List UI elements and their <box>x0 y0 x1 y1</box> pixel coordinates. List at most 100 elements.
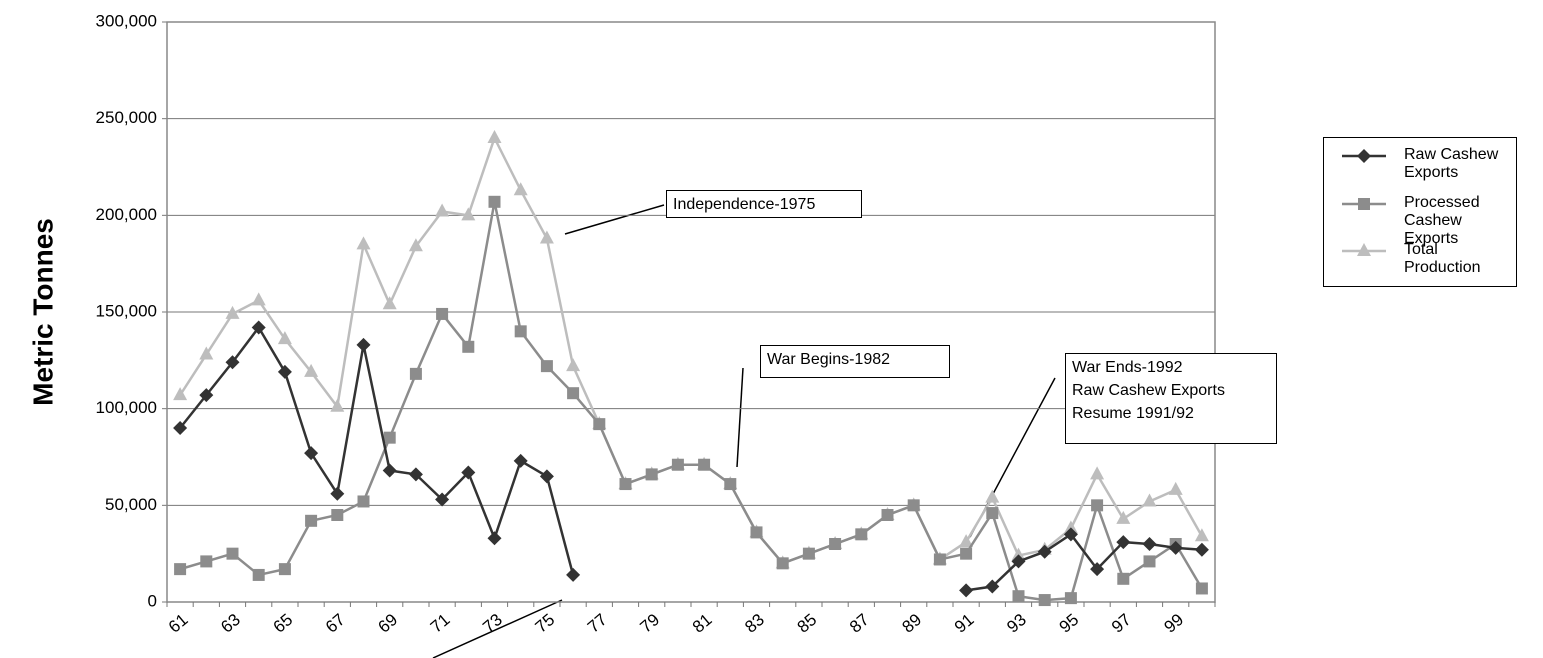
y-tick-label: 0 <box>148 591 157 610</box>
data-point <box>174 563 187 576</box>
x-tick-label: 63 <box>217 610 244 637</box>
data-point <box>1194 528 1209 542</box>
legend-entry: Processed Cashew Exports <box>1324 194 1504 248</box>
annotation: War Ends-1992 Raw Cashew Exports Resume … <box>1065 353 1277 444</box>
data-point <box>331 509 344 521</box>
annotation-text: Resume 1991/92 <box>1072 405 1194 422</box>
data-point <box>199 346 214 360</box>
legend-label: Raw Cashew Exports <box>1404 146 1499 181</box>
data-point <box>305 514 318 527</box>
data-point <box>566 358 581 372</box>
data-point <box>1195 582 1208 595</box>
leader-line <box>736 367 744 468</box>
data-point <box>487 130 502 143</box>
data-point <box>330 398 345 412</box>
data-point <box>462 340 475 353</box>
data-point <box>855 528 868 541</box>
x-tick-label: 73 <box>479 610 506 637</box>
data-point <box>539 469 554 484</box>
data-point <box>1194 542 1209 557</box>
legend-swatch <box>1342 149 1386 163</box>
data-point <box>461 465 476 480</box>
data-point <box>986 507 999 520</box>
annotation-text: War Begins-1982 <box>767 351 891 368</box>
annotation: Independence-1975 <box>666 190 862 218</box>
data-point <box>435 203 450 217</box>
y-tick-label: 100,000 <box>96 398 157 417</box>
leader-line <box>564 204 665 235</box>
data-point <box>277 331 292 345</box>
legend-swatch <box>1342 243 1386 256</box>
y-axis-label: Metric Tonnes <box>27 218 58 406</box>
x-tick-label: 97 <box>1108 610 1135 637</box>
data-point <box>959 583 974 598</box>
data-point <box>1090 466 1105 480</box>
legend-marker <box>1358 198 1370 210</box>
x-tick-label: 61 <box>165 610 192 637</box>
data-point <box>776 557 789 570</box>
legend-swatch <box>1342 198 1386 210</box>
data-point <box>567 387 580 400</box>
data-point <box>356 236 371 250</box>
legend-marker <box>1357 243 1371 256</box>
legend-entry: Raw Cashew Exports <box>1324 146 1504 182</box>
data-point <box>1142 493 1157 507</box>
data-point <box>382 463 397 478</box>
data-point <box>487 531 502 546</box>
y-tick-label: 50,000 <box>105 495 157 514</box>
data-point <box>1168 540 1183 555</box>
data-point <box>539 230 554 244</box>
data-point <box>251 292 266 306</box>
data-point <box>1090 562 1105 577</box>
x-tick-label: 85 <box>794 610 821 637</box>
x-tick-label: 99 <box>1160 610 1187 637</box>
x-tick-label: 79 <box>636 610 663 637</box>
series-line <box>179 201 1203 602</box>
y-tick-label: 150,000 <box>96 301 157 320</box>
data-point <box>1011 554 1026 569</box>
data-point <box>199 388 214 403</box>
data-point <box>304 446 319 461</box>
x-tick-label: 71 <box>427 610 454 637</box>
data-point <box>750 526 763 539</box>
data-point <box>435 492 450 507</box>
data-point <box>1117 572 1130 585</box>
data-point <box>488 195 501 208</box>
data-point <box>985 579 1000 594</box>
x-tick-label: 95 <box>1056 610 1083 637</box>
data-point <box>513 182 528 196</box>
legend-marker <box>1357 149 1371 163</box>
annotation-text: Raw Cashew Exports <box>1072 382 1225 399</box>
data-point <box>226 547 239 560</box>
data-point <box>907 499 920 512</box>
data-point <box>1038 594 1051 607</box>
x-tick-label: 87 <box>846 610 873 637</box>
data-point <box>881 509 894 521</box>
data-point <box>461 207 476 221</box>
data-point <box>356 337 371 352</box>
data-point <box>278 563 291 576</box>
data-point <box>1116 535 1131 550</box>
data-point <box>933 553 946 566</box>
data-point <box>802 547 815 560</box>
x-tick-label: 89 <box>898 610 925 637</box>
x-tick-label: 83 <box>741 610 768 637</box>
data-point <box>593 418 606 431</box>
data-point <box>1037 544 1052 559</box>
data-point <box>619 478 632 491</box>
data-point <box>671 458 684 471</box>
data-point <box>382 296 397 310</box>
data-point <box>304 363 319 377</box>
leader-line <box>432 599 563 658</box>
data-point <box>698 458 711 471</box>
data-point <box>1168 481 1183 495</box>
data-point <box>513 453 528 468</box>
data-point <box>200 555 213 568</box>
annotation-text: War Ends-1992 <box>1072 359 1183 376</box>
data-point <box>1091 499 1104 512</box>
data-point <box>383 431 396 444</box>
data-point <box>173 387 188 401</box>
data-point <box>540 360 553 373</box>
x-tick-label: 75 <box>532 610 559 637</box>
